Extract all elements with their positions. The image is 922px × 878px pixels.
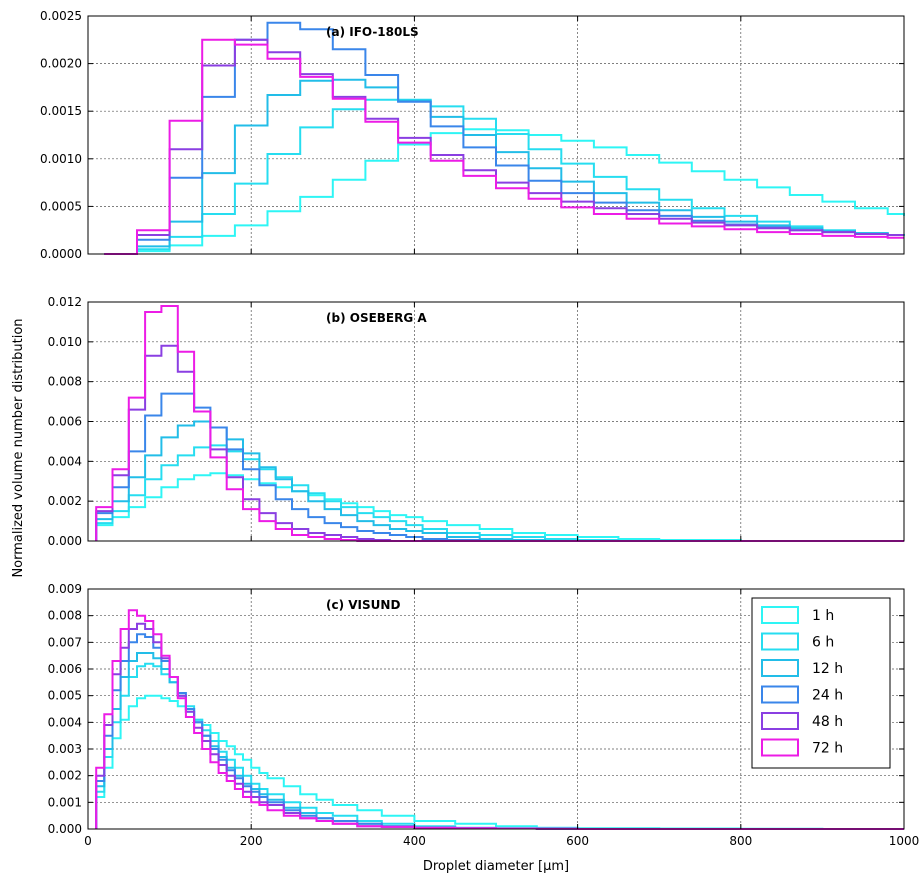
y-tick-label: 0.010	[48, 335, 82, 349]
x-tick-label: 400	[403, 834, 426, 848]
y-tick-label: 0.004	[48, 454, 82, 468]
legend-swatch	[761, 685, 799, 704]
series-line-48h	[104, 38, 904, 255]
series-line-1h	[95, 472, 904, 542]
plot-frame	[87, 588, 905, 830]
legend-label: 24 h	[812, 688, 843, 704]
chart-panel-2: 0.000 0.002 0.004 0.006 0.008 0.010 0.012 (b) O…	[48, 295, 905, 548]
series-line-6h	[104, 98, 905, 255]
y-axis-label: Normalized volume number distribution	[11, 318, 26, 577]
series-line-12h	[95, 420, 904, 542]
y-tick-label: 0.004	[48, 715, 82, 729]
y-tick-label: 0.012	[48, 295, 82, 309]
legend: 1 h 6 h 12 h 24 h 48 h 72 h	[751, 597, 891, 769]
x-tick-label: 600	[566, 834, 589, 848]
series-line-72h	[104, 38, 904, 255]
chart-panel-3: 0.000 0.001 0.002 0.003 0.004 0.005 0.006 0.007…	[48, 582, 920, 848]
legend-label: 48 h	[812, 714, 843, 730]
y-tick-label: 0.009	[48, 582, 82, 596]
y-tick-label: 0.0000	[40, 247, 82, 261]
legend-label: 6 h	[812, 635, 834, 651]
series-line-1h	[95, 694, 904, 830]
legend-swatch	[761, 632, 799, 651]
y-tick-label: 0.001	[48, 795, 82, 809]
x-tick-label: 0	[84, 834, 92, 848]
y-tick-label: 0.005	[48, 689, 82, 703]
y-tick-label: 0.002	[48, 494, 82, 508]
series-line-6h	[95, 444, 904, 542]
series-line-12h	[104, 78, 904, 255]
legend-label: 12 h	[812, 661, 843, 677]
panel-title: (b) OSEBERG A	[326, 311, 427, 325]
y-tick-label: 0.008	[48, 375, 82, 389]
x-tick-label: 200	[240, 834, 263, 848]
y-tick-label: 0.0005	[40, 199, 82, 213]
legend-swatch	[761, 659, 799, 677]
legend-label: 72 h	[812, 741, 843, 757]
legend-swatch	[761, 606, 799, 624]
y-tick-label: 0.0025	[40, 9, 82, 23]
y-tick-label: 0.0015	[40, 104, 82, 118]
series-line-72h	[95, 609, 904, 830]
y-tick-label: 0.000	[48, 822, 82, 836]
y-tick-label: 0.000	[48, 534, 82, 548]
chart-panel-1: 0.0000 0.0005 0.0010 0.0015 0.0020 0.0025 (a) …	[40, 9, 905, 261]
panels: 0.00000.00050.00100.00150.00200.0025(a) …	[40, 9, 919, 848]
legend-swatch	[761, 712, 799, 730]
series-line-72h	[95, 305, 904, 542]
y-tick-label: 0.003	[48, 742, 82, 756]
panel-title: (a) IFO-180LS	[326, 25, 419, 39]
y-tick-label: 0.002	[48, 769, 82, 783]
y-tick-label: 0.007	[48, 635, 82, 649]
series-line-1h	[104, 128, 905, 255]
series-line-24h	[95, 392, 904, 542]
panel-title: (c) VISUND	[326, 598, 400, 612]
y-tick-label: 0.0010	[40, 152, 82, 166]
y-tick-label: 0.008	[48, 609, 82, 623]
y-tick-label: 0.006	[48, 662, 82, 676]
x-axis-label: Droplet diameter [μm]	[423, 859, 569, 874]
y-tick-label: 0.0020	[40, 57, 82, 71]
legend-label: 1 h	[812, 608, 834, 624]
series-line-24h	[104, 21, 904, 255]
plot-frame	[87, 15, 905, 255]
x-tick-label: 1000	[889, 834, 920, 848]
series-line-48h	[95, 344, 904, 542]
legend-swatch	[761, 738, 799, 757]
y-tick-label: 0.006	[48, 415, 82, 429]
x-tick-label: 800	[729, 834, 752, 848]
